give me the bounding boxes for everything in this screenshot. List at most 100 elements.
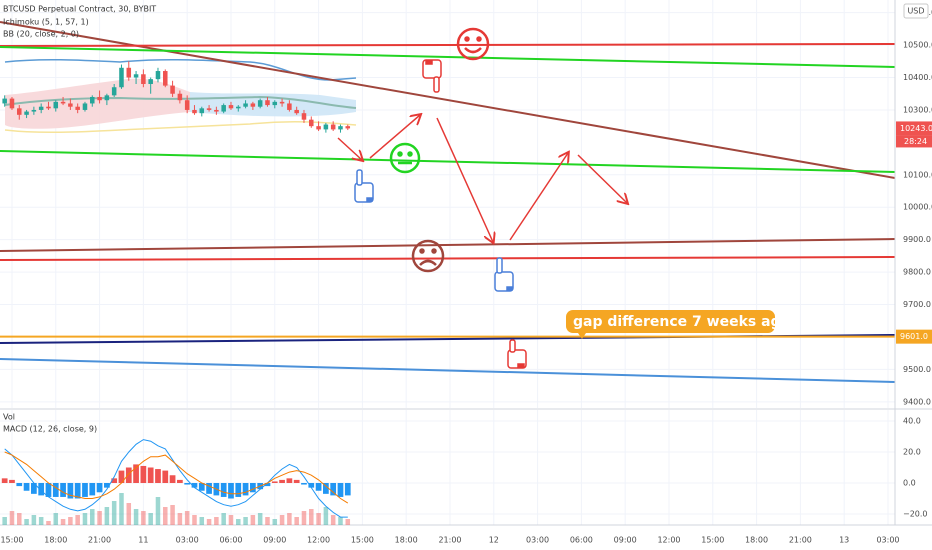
macd-histogram-bar [133, 464, 139, 483]
candle-body [111, 87, 117, 96]
macd-line [4, 439, 348, 518]
volume-bar [163, 507, 168, 525]
x-tick-label: 03:00 [526, 536, 549, 545]
volume-bar [133, 509, 139, 525]
y-tick-label: 10400.0 [903, 73, 932, 82]
volume-bar [316, 513, 321, 525]
candle-body [301, 113, 307, 120]
candle-body [265, 100, 270, 106]
x-tick-label: 15:00 [0, 536, 23, 545]
macd-histogram-bar [82, 482, 88, 497]
volume-bar [309, 509, 314, 525]
candle-body [272, 101, 278, 106]
macd-histogram-bar [250, 482, 256, 493]
macd-histogram-bar [1, 478, 8, 483]
volume-bar [75, 515, 80, 525]
volume-bar [17, 513, 22, 525]
candle-body [177, 93, 183, 101]
y-tick-label: 9700.0 [903, 300, 931, 309]
price-tag [896, 121, 932, 136]
macd-histogram-bar [264, 482, 271, 487]
candle-body [250, 103, 256, 107]
volume-bar [119, 493, 124, 525]
volume-bar [126, 503, 132, 525]
macd-histogram-bar [198, 482, 205, 491]
price-tag-label: 10243.0 [900, 124, 932, 133]
y-tick-label: 10500.0 [903, 41, 932, 50]
macd-histogram-bar [52, 482, 59, 497]
price-tag [896, 329, 932, 344]
candle-body [24, 111, 29, 115]
candle-body [170, 85, 175, 94]
volume-bar [199, 517, 205, 525]
volume-bar [250, 515, 256, 525]
candle-body [316, 126, 321, 130]
volume-bar [170, 505, 175, 525]
macd-histogram-bar [271, 481, 278, 483]
volume-bar [206, 519, 212, 525]
x-tick-label: 21:00 [789, 536, 812, 545]
candle-body [243, 103, 248, 107]
volume-bar [272, 519, 278, 525]
volume-bar [243, 517, 248, 525]
indicator-label: BB (20, close, 2, 0) [3, 30, 79, 39]
countdown-box [896, 135, 932, 148]
macd-histogram-bar [104, 482, 110, 488]
candle-body [206, 108, 212, 110]
volume-bar [97, 511, 102, 525]
candle-body [279, 101, 285, 104]
y-tick-label: 9900.0 [903, 235, 931, 244]
macd-histogram-bar [337, 482, 344, 497]
volume-bar [287, 513, 292, 525]
macd-histogram-bar [16, 482, 23, 487]
volume-bar [38, 517, 44, 525]
candle-body [90, 96, 95, 104]
macd-histogram-bar [344, 482, 351, 496]
macd-histogram-bar [330, 482, 337, 496]
macd-histogram-bar [140, 465, 147, 483]
macd-histogram-bar [125, 467, 132, 483]
trend-lines [0, 21, 896, 383]
macd-histogram-bar [162, 470, 169, 483]
macd-histogram-bar [38, 482, 45, 496]
currency: USD [907, 7, 924, 16]
candle-body [46, 106, 51, 109]
x-tick-label: 15:00 [351, 536, 374, 545]
volume-bar [68, 517, 73, 525]
macd-histogram-bar [45, 482, 52, 497]
x-tick-label: 11 [138, 536, 148, 545]
macd-histogram-bar [315, 482, 322, 491]
candle-body [214, 109, 219, 112]
macd-histogram-bar [308, 482, 315, 488]
y-tick-label: 10300.0 [903, 105, 932, 114]
volume-bar [257, 513, 263, 525]
candle-body [228, 105, 234, 109]
chart-title: BTCUSD Perpetual Contract, 30, BYBIT [3, 5, 156, 14]
candle-body [119, 67, 124, 88]
candle-body [60, 101, 66, 104]
y-tick-label: −20.0 [903, 509, 928, 518]
candle-body [192, 109, 197, 114]
x-tick-label: 03:00 [176, 536, 199, 545]
volume-bar [2, 517, 7, 525]
y-tick-label: 9500.0 [903, 365, 931, 374]
candle-body [330, 124, 336, 130]
volume-bar [90, 509, 95, 525]
macd-histogram-bar [220, 482, 227, 497]
x-tick-label: 12:00 [307, 536, 330, 545]
candle-body [155, 71, 161, 80]
candle-body [323, 124, 329, 130]
candle-body [31, 109, 37, 112]
smiley-happy [456, 27, 490, 61]
macd-histogram-bar [89, 482, 96, 496]
macd-histogram-bar [96, 482, 103, 493]
volume-bar [330, 515, 336, 525]
currency-box [903, 3, 929, 19]
volume-bar [53, 513, 59, 525]
x-tick-label: 12:00 [657, 536, 680, 545]
volume-bar [155, 497, 161, 525]
volume-bar [60, 519, 66, 525]
candle-body [53, 101, 59, 109]
x-tick-label: 15:00 [701, 536, 724, 545]
